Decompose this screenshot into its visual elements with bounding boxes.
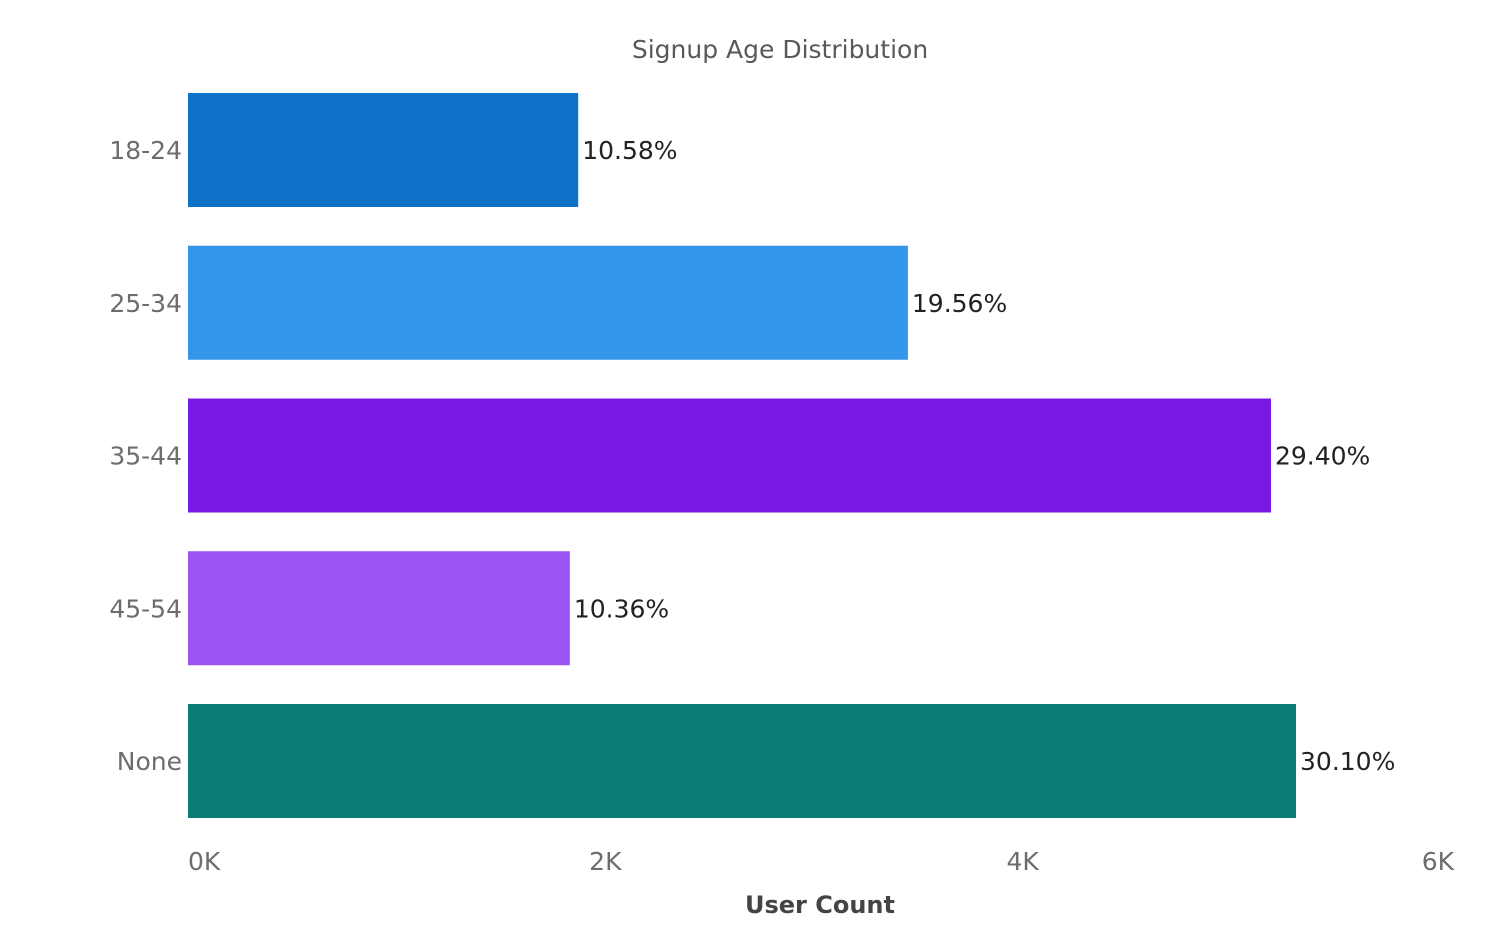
x-tick-label: 0K xyxy=(188,847,221,876)
data-label-none: 30.10% xyxy=(1300,747,1395,776)
category-labels-group: 18-24 25-34 35-44 45-54 None xyxy=(109,136,182,776)
data-label-45-54: 10.36% xyxy=(574,594,669,623)
bar-45-54 xyxy=(188,551,570,666)
category-label-45-54: 45-54 xyxy=(109,594,182,623)
x-axis-ticks-group: 0K 2K 4K 6K xyxy=(188,847,1455,876)
data-label-18-24: 10.58% xyxy=(582,136,677,165)
x-tick-label: 6K xyxy=(1422,847,1455,876)
data-label-25-34: 19.56% xyxy=(912,289,1007,318)
category-label-18-24: 18-24 xyxy=(109,136,182,165)
chart-title: Signup Age Distribution xyxy=(632,35,928,64)
bars-group xyxy=(188,93,1297,818)
category-label-25-34: 25-34 xyxy=(109,289,182,318)
x-tick-label: 2K xyxy=(589,847,622,876)
x-tick-label: 4K xyxy=(1007,847,1040,876)
bar-none xyxy=(188,704,1297,818)
data-labels-group: 10.58% 19.56% 29.40% 10.36% 30.10% xyxy=(574,136,1395,776)
category-label-35-44: 35-44 xyxy=(109,442,182,471)
bar-18-24 xyxy=(188,93,579,207)
data-label-35-44: 29.40% xyxy=(1275,442,1370,471)
bar-35-44 xyxy=(188,398,1271,513)
bar-25-34 xyxy=(188,245,908,360)
x-axis-title: User Count xyxy=(745,891,895,919)
category-label-none: None xyxy=(117,747,182,776)
